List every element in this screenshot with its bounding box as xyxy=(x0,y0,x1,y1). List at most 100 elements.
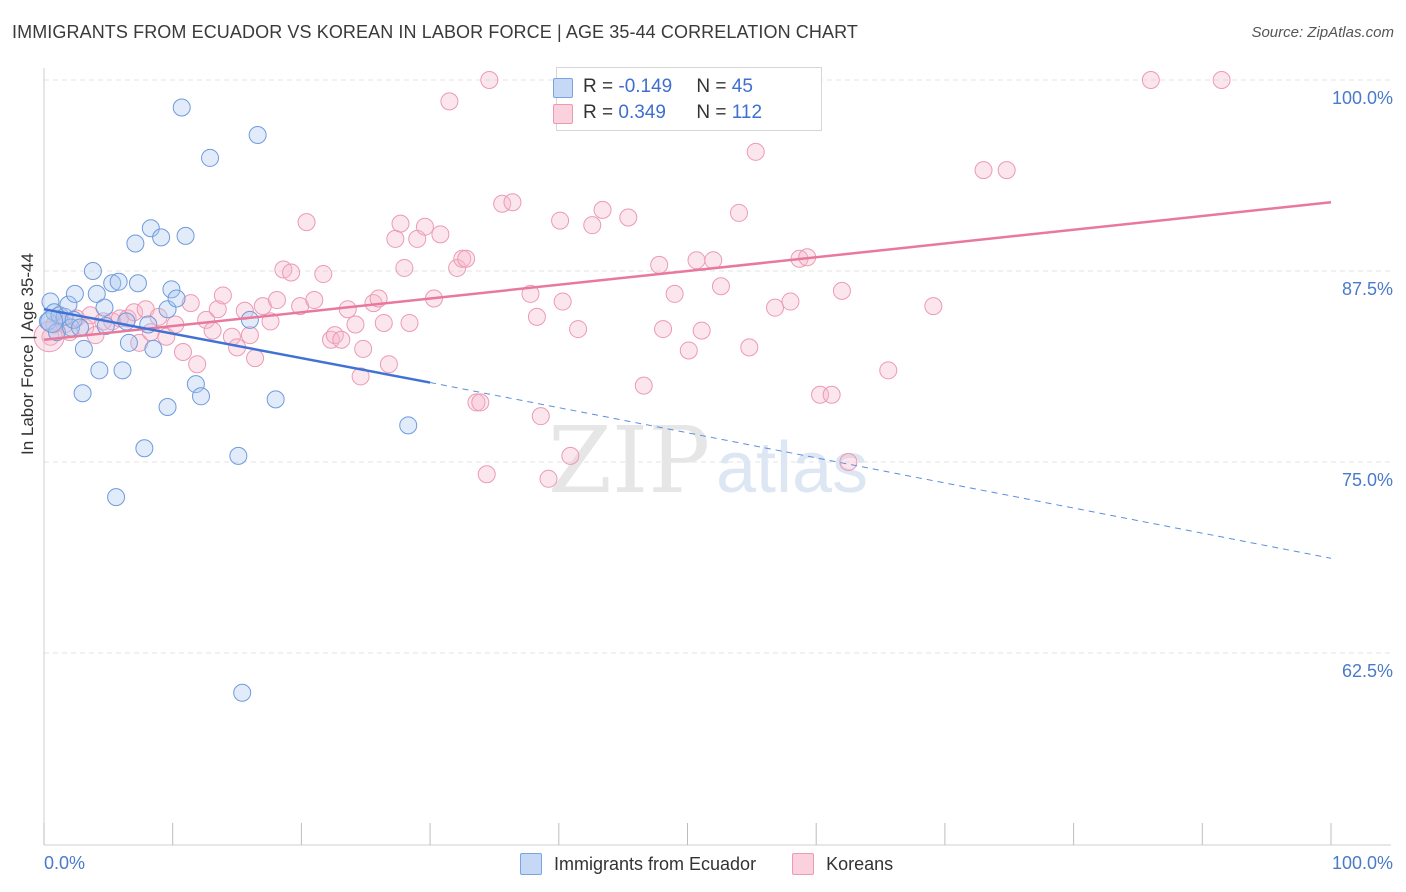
korean-point xyxy=(351,367,370,386)
korean-point xyxy=(332,330,351,349)
korean-point xyxy=(781,292,800,311)
ecuador-trend-line xyxy=(43,307,431,384)
legend-swatch-koreans xyxy=(553,104,573,124)
korean-point xyxy=(521,284,540,303)
ecuador-point xyxy=(103,274,122,293)
ecuador-point xyxy=(40,309,64,333)
legend-row-koreans: R = 0.349 N = 112 xyxy=(553,101,763,125)
korean-point xyxy=(149,307,168,326)
y-tick-label: 100.0% xyxy=(1332,88,1393,108)
ecuador-point xyxy=(201,148,220,167)
korean-point xyxy=(440,92,459,111)
ecuador-point xyxy=(117,312,136,331)
korean-point xyxy=(1212,71,1231,89)
ecuador-point xyxy=(95,298,114,317)
bottom-legend-item-koreans: Koreans xyxy=(792,853,893,875)
ecuador-point xyxy=(172,98,191,117)
korean-point xyxy=(374,313,393,332)
korean-trend-line xyxy=(43,200,1332,342)
korean-point xyxy=(282,263,301,282)
korean-point xyxy=(665,284,684,303)
legend-r-value: 0.349 xyxy=(618,102,666,123)
korean-point xyxy=(583,216,602,235)
korean-point xyxy=(480,71,499,89)
korean-point xyxy=(453,249,472,268)
korean-point xyxy=(267,291,286,310)
korean-point xyxy=(654,320,673,339)
legend-n-label: N = xyxy=(696,76,732,97)
korean-point xyxy=(448,258,467,277)
ecuador-point xyxy=(162,280,181,299)
ecuador-point xyxy=(158,397,177,416)
korean-point xyxy=(924,297,943,316)
watermark-zip: ZIP xyxy=(548,407,710,514)
korean-point xyxy=(457,249,476,268)
legend-n-value: 112 xyxy=(731,102,763,123)
bottom-legend-item-ecuador: Immigrants from Ecuador xyxy=(520,853,756,875)
ecuador-point xyxy=(119,333,138,352)
ecuador-point xyxy=(65,284,84,303)
korean-point xyxy=(679,341,698,360)
korean-point xyxy=(539,469,558,488)
legend-swatch-ecuador xyxy=(553,78,573,98)
ecuador-point xyxy=(240,310,259,329)
korean-point xyxy=(325,326,344,345)
korean-point xyxy=(213,286,232,305)
ecuador-trend-extension xyxy=(430,382,1332,559)
ecuador-point xyxy=(128,274,147,293)
korean-point xyxy=(551,211,570,230)
korean-point xyxy=(879,361,898,380)
korean-point xyxy=(400,313,419,332)
ecuador-point xyxy=(229,446,248,465)
axes xyxy=(43,68,1391,846)
korean-point xyxy=(467,393,486,412)
korean-point xyxy=(687,251,706,270)
legend-r-label: R = xyxy=(583,102,619,123)
korean-point xyxy=(766,298,785,317)
ecuador-point xyxy=(266,390,285,409)
korean-point xyxy=(181,294,200,313)
ecuador-point xyxy=(192,387,211,406)
y-axis-label: In Labor Force | Age 35-44 xyxy=(18,253,37,455)
korean-point xyxy=(346,315,365,334)
x-tick-label: 100.0% xyxy=(1332,853,1393,873)
korean-point xyxy=(704,251,723,270)
korean-point xyxy=(188,355,207,374)
korean-point xyxy=(338,300,357,319)
korean-point xyxy=(974,161,993,180)
bottom-legend-label: Koreans xyxy=(826,853,894,874)
y-tick-label: 62.5% xyxy=(1342,661,1393,681)
ecuador-point xyxy=(167,289,186,308)
korean-point xyxy=(379,355,398,374)
legend-row-ecuador: R = -0.149 N = 45 xyxy=(553,75,753,99)
ecuador-point xyxy=(126,234,145,253)
ecuador-point xyxy=(233,683,252,702)
gridlines xyxy=(44,79,1391,654)
ecuador-point xyxy=(71,318,90,337)
korean-point xyxy=(839,453,858,471)
legend-n-label: N = xyxy=(696,102,732,123)
korean-point xyxy=(692,321,711,340)
ecuador-point xyxy=(107,488,126,507)
legend-r-value: -0.149 xyxy=(618,76,673,97)
korean-point xyxy=(477,465,496,484)
korean-point xyxy=(740,338,759,357)
ecuador-points xyxy=(38,98,418,702)
korean-point xyxy=(297,213,316,232)
korean-point xyxy=(634,376,653,395)
ecuador-point xyxy=(144,339,163,358)
korean-point xyxy=(832,281,851,300)
korean-point xyxy=(354,339,373,358)
ecuador-point xyxy=(176,226,195,245)
ecuador-point xyxy=(399,416,418,435)
korean-point xyxy=(527,307,546,326)
source-label: Source: ZipAtlas.com xyxy=(1251,24,1394,41)
y-tick-label: 75.0% xyxy=(1342,470,1393,490)
ecuador-point xyxy=(90,361,109,380)
bottom-legend-label: Immigrants from Ecuador xyxy=(554,853,757,874)
bottom-legend-swatch xyxy=(520,853,542,875)
korean-point xyxy=(569,320,588,339)
bottom-legend-swatch xyxy=(792,853,815,875)
korean-point xyxy=(553,292,572,311)
